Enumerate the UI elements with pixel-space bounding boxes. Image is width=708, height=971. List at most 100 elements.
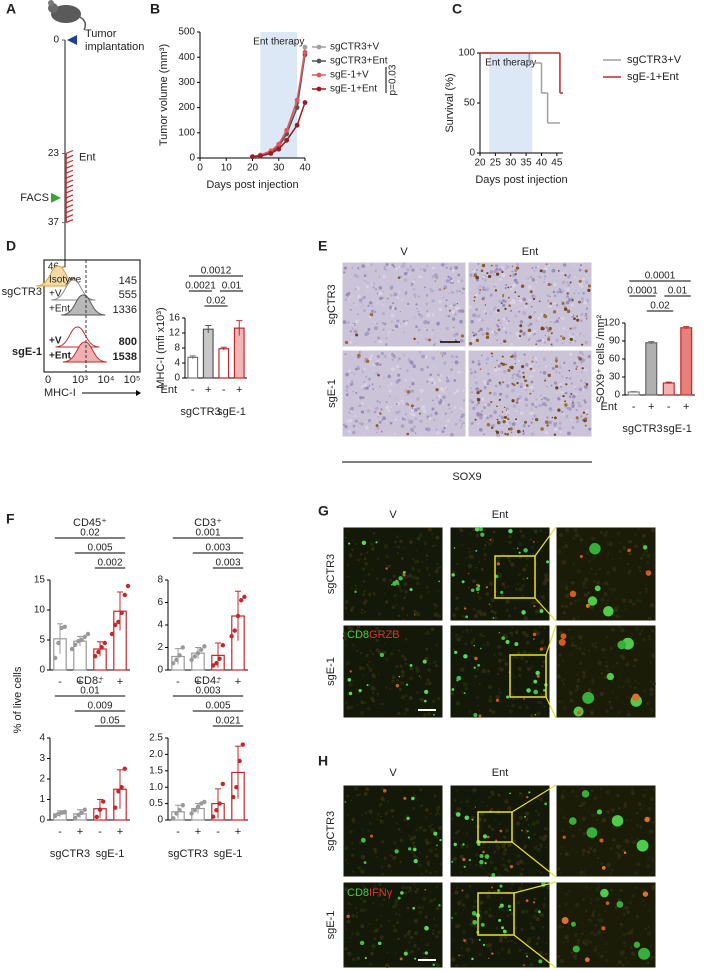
texture-dot [473, 295, 476, 299]
texture-dot [405, 369, 409, 373]
texture-dot [507, 859, 512, 864]
texture-dot [496, 418, 499, 421]
texture-dot [501, 416, 505, 420]
x-tick-label: 35 [521, 158, 533, 169]
flow-frame [43, 259, 141, 373]
texture-dot [550, 402, 552, 405]
texture-dot [489, 948, 492, 951]
texture-dot [638, 802, 642, 807]
texture-dot [408, 385, 411, 388]
data-point [62, 809, 67, 814]
texture-dot [546, 294, 550, 297]
texture-dot [556, 304, 559, 307]
texture-dot [570, 951, 574, 955]
texture-dot [418, 295, 420, 298]
texture-dot [467, 587, 470, 590]
texture-dot [347, 912, 350, 914]
texture-dot [488, 696, 493, 701]
texture [562, 816, 650, 870]
texture-dot [404, 694, 408, 698]
texture-dot [459, 953, 463, 958]
texture-dot [505, 284, 508, 287]
texture-dot [452, 303, 456, 307]
texture-dot [431, 328, 435, 332]
texture-dot [568, 369, 571, 372]
texture-dot [620, 609, 624, 612]
texture-dot [485, 335, 490, 340]
texture-dot [554, 356, 558, 360]
texture-dot [585, 586, 588, 589]
texture-dot [397, 276, 401, 279]
texture-dot [490, 264, 493, 267]
data-point [199, 647, 204, 652]
x-tick-label: 10 [221, 163, 233, 174]
texture-dot [409, 663, 413, 667]
texture-dot [523, 697, 526, 700]
texture-dot [468, 555, 470, 557]
category-label: - [98, 826, 102, 838]
histogram-mfi: 145 [119, 275, 137, 287]
texture-dot [482, 867, 485, 870]
texture-dot [376, 426, 380, 430]
texture-dot [389, 395, 391, 397]
texture-dot [342, 635, 348, 641]
texture-dot [468, 710, 471, 714]
texture-dot [543, 705, 546, 708]
texture-dot [453, 391, 457, 395]
texture-dot [447, 419, 450, 423]
texture-dot [497, 846, 501, 849]
texture-dot [479, 863, 483, 868]
texture-dot [362, 580, 365, 583]
dose-mark [65, 149, 74, 155]
texture-dot [438, 813, 440, 816]
texture-dot [517, 264, 519, 267]
texture-dot [413, 943, 417, 948]
texture-dot [487, 824, 492, 829]
texture-dot [585, 885, 589, 889]
data-point [171, 661, 176, 666]
texture-dot [606, 541, 611, 545]
texture-dot [609, 587, 612, 590]
texture-dot [488, 913, 493, 918]
texture-dot [483, 543, 487, 547]
texture-dot [587, 649, 591, 653]
texture-dot [431, 275, 435, 279]
group-label: sgE-1 [96, 848, 125, 860]
texture-dot [505, 409, 509, 413]
y-tick-label: 2 [157, 642, 163, 653]
texture-dot [367, 419, 372, 423]
texture-dot [417, 341, 419, 344]
texture-dot [498, 691, 502, 695]
texture-dot [393, 266, 395, 268]
texture-dot [453, 615, 456, 619]
texture-dot [471, 911, 477, 916]
category-label: + [77, 826, 83, 838]
texture-dot [393, 432, 396, 436]
texture-dot [627, 572, 630, 576]
texture-dot [488, 603, 491, 605]
texture-dot [424, 925, 429, 931]
texture-dot [403, 546, 406, 549]
texture-dot [535, 361, 537, 363]
column-label: V [389, 767, 397, 779]
x-tick-label: 45 [551, 158, 563, 169]
texture-dot [590, 913, 595, 918]
texture-dot [646, 960, 650, 965]
texture-dot [406, 816, 410, 820]
texture-dot [375, 541, 378, 544]
x-axis-label: Days post injection [206, 179, 298, 191]
texture-dot [560, 402, 563, 404]
texture-dot [475, 387, 479, 391]
texture-dot [360, 869, 365, 875]
texture-dot [527, 656, 530, 659]
texture-dot [473, 666, 476, 669]
texture-dot [450, 279, 454, 283]
texture-dot [614, 905, 618, 909]
texture-dot [460, 279, 464, 283]
texture-dot [435, 275, 439, 280]
texture-dot [497, 952, 500, 955]
texture-dot [509, 331, 512, 335]
texture-dot [535, 343, 537, 345]
texture-dot [513, 351, 517, 355]
texture-dot [499, 890, 501, 892]
